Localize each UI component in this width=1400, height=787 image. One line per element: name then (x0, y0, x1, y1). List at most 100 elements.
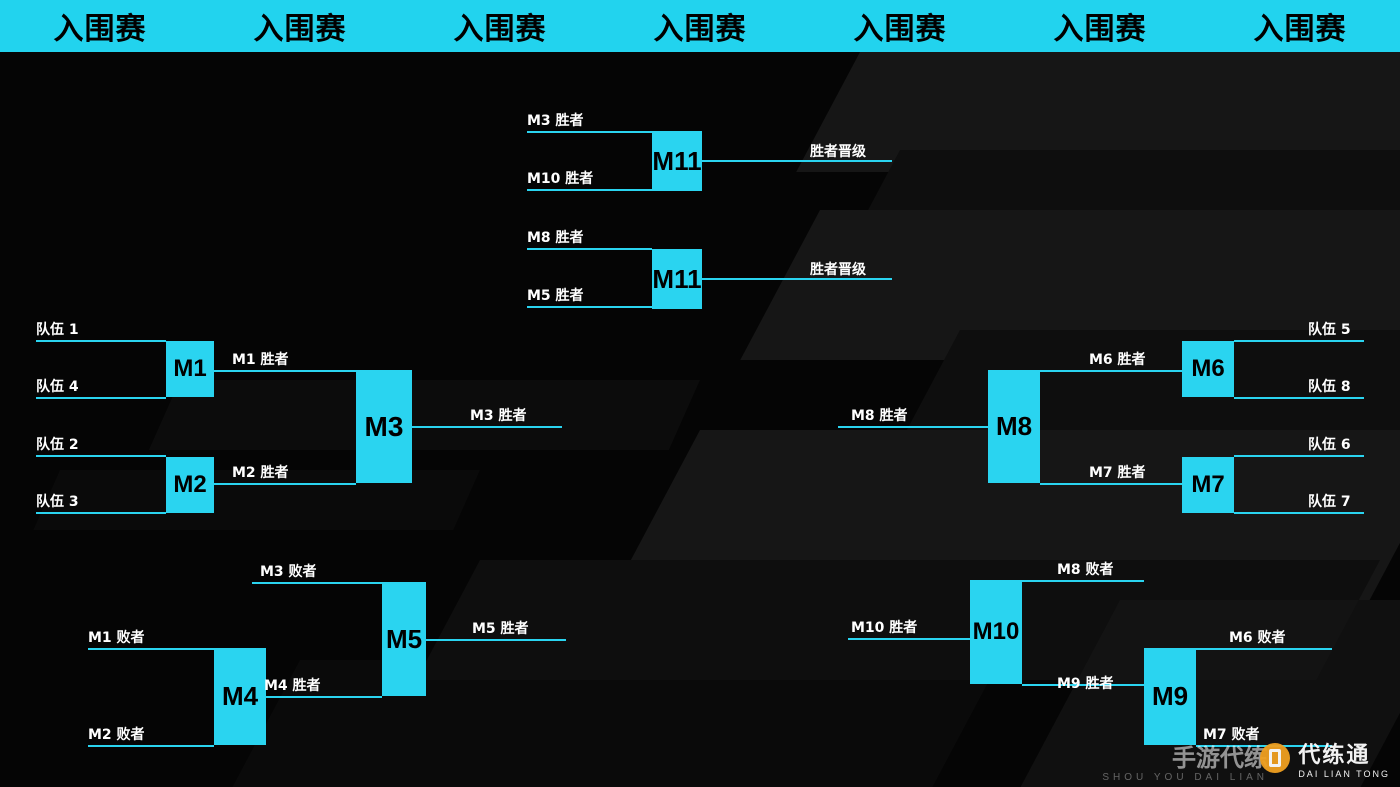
match-node-m2[interactable]: M2 (166, 457, 214, 513)
match-label: M11 (652, 263, 702, 294)
label-team6: 队伍 6 (1308, 437, 1351, 453)
line-team8 (1234, 397, 1364, 399)
line-m7-winner (1040, 483, 1182, 485)
label-m6-loser: M6 败者 (1229, 630, 1286, 646)
watermark-secondary: 手游代练 (1172, 744, 1268, 772)
label-m3-winner-top: M3 胜者 (527, 113, 584, 129)
line-m10-winner-out (848, 638, 970, 640)
label-team5: 队伍 5 (1308, 322, 1351, 338)
banner-text-3: 入围赛 (453, 12, 547, 47)
match-node-m1[interactable]: M1 (166, 341, 214, 397)
match-node-m8[interactable]: M8 (988, 370, 1040, 483)
line-team5 (1234, 340, 1364, 342)
banner-text-5: 入围赛 (853, 12, 947, 47)
line-m2-winner (214, 483, 356, 485)
line-m1-loser (88, 648, 214, 650)
watermark-brand: 代练通 DAI LIAN TONG (1260, 737, 1390, 779)
watermark-brand-text: 代练通 (1298, 743, 1371, 768)
line-m5w-top (527, 306, 652, 308)
label-m7-winner: M7 胜者 (1089, 465, 1146, 481)
lock-icon (1260, 743, 1291, 773)
label-team4: 队伍 4 (36, 379, 79, 395)
line-team6 (1234, 455, 1364, 457)
label-m5-winner-top: M5 胜者 (527, 288, 584, 304)
match-label: M2 (173, 471, 207, 498)
line-m6-loser (1196, 648, 1332, 650)
line-m3-out (412, 426, 562, 428)
label-m9-winner: M9 胜者 (1057, 676, 1114, 692)
label-winner-advance-1: 胜者晋级 (810, 144, 866, 160)
match-label: M5 (385, 623, 423, 654)
label-team1: 队伍 1 (36, 322, 79, 338)
line-team7 (1234, 512, 1364, 514)
match-node-m10[interactable]: M10 (970, 580, 1022, 684)
match-node-m7[interactable]: M7 (1182, 457, 1234, 513)
banner-text-7: 入围赛 (1253, 12, 1347, 47)
label-m4-winner: M4 胜者 (264, 678, 321, 694)
label-m3-loser: M3 败者 (260, 564, 317, 580)
banner-text-2: 入围赛 (253, 12, 347, 47)
line-m1-winner (214, 370, 356, 372)
bg-shape-10 (230, 660, 1000, 787)
line-m3w-top (527, 131, 652, 133)
label-m10-winner: M10 胜者 (851, 620, 918, 636)
line-team1 (36, 340, 166, 342)
match-label: M10 (972, 618, 1020, 645)
bg-shape-7 (148, 380, 701, 450)
banner-text-6: 入围赛 (1053, 12, 1147, 47)
label-winner-advance-2: 胜者晋级 (810, 262, 866, 278)
label-team8: 队伍 8 (1308, 379, 1351, 395)
label-m6-winner: M6 胜者 (1089, 352, 1146, 368)
match-label: M6 (1191, 355, 1225, 382)
label-m8-loser: M8 败者 (1057, 562, 1114, 578)
line-m10w-top (527, 189, 652, 191)
label-m7-loser: M7 败者 (1203, 727, 1260, 743)
match-node-m4[interactable]: M4 (214, 648, 266, 745)
line-m9-winner-in (1022, 684, 1144, 686)
watermark-secondary-sub: SHOU YOU DAI LIAN (1102, 772, 1268, 783)
match-node-m6[interactable]: M6 (1182, 341, 1234, 397)
match-label: M9 (1151, 681, 1189, 711)
line-m8-out (838, 426, 988, 428)
line-m3-loser (252, 582, 382, 584)
line-m8-loser (1022, 580, 1144, 582)
match-node-m9[interactable]: M9 (1144, 648, 1196, 745)
line-team4 (36, 397, 166, 399)
match-node-m3[interactable]: M3 (356, 370, 412, 483)
match-label: M1 (173, 355, 207, 382)
label-m8-winner-top: M8 胜者 (527, 230, 584, 246)
line-m2-loser (88, 745, 214, 747)
line-m11a-out (702, 160, 892, 162)
line-team3 (36, 512, 166, 514)
label-m2-winner: M2 胜者 (232, 465, 289, 481)
label-m1-loser: M1 败者 (88, 630, 145, 646)
match-label: M3 (364, 410, 404, 442)
watermark-pinyin: DAI LIAN TONG (1298, 769, 1390, 779)
line-m6-winner (1040, 370, 1182, 372)
label-team2: 队伍 2 (36, 437, 79, 453)
match-label: M7 (1191, 471, 1225, 498)
label-m2-loser: M2 败者 (88, 727, 145, 743)
match-node-m11b[interactable]: M11 (652, 249, 702, 309)
line-m11b-out (702, 278, 892, 280)
label-team7: 队伍 7 (1308, 494, 1351, 510)
match-node-m11a[interactable]: M11 (652, 131, 702, 191)
match-label: M4 (221, 681, 259, 711)
match-label: M8 (995, 411, 1033, 441)
line-team2 (36, 455, 166, 457)
label-m1-winner: M1 胜者 (232, 352, 289, 368)
match-node-m5[interactable]: M5 (382, 582, 426, 696)
match-label: M11 (652, 145, 702, 176)
label-m3-winner: M3 胜者 (470, 408, 527, 424)
line-m4-winner (266, 696, 382, 698)
banner-text-4: 入围赛 (653, 12, 747, 47)
line-m8w-top (527, 248, 652, 250)
label-m8-winner: M8 胜者 (851, 408, 908, 424)
banner-text-1: 入围赛 (53, 12, 147, 47)
label-m5-winner: M5 胜者 (472, 621, 529, 637)
line-m5-out (426, 639, 566, 641)
label-team3: 队伍 3 (36, 494, 79, 510)
top-banner: 入围赛 入围赛 入围赛 入围赛 入围赛 入围赛 入围赛 (0, 0, 1400, 52)
label-m10-winner-top: M10 胜者 (527, 171, 594, 187)
